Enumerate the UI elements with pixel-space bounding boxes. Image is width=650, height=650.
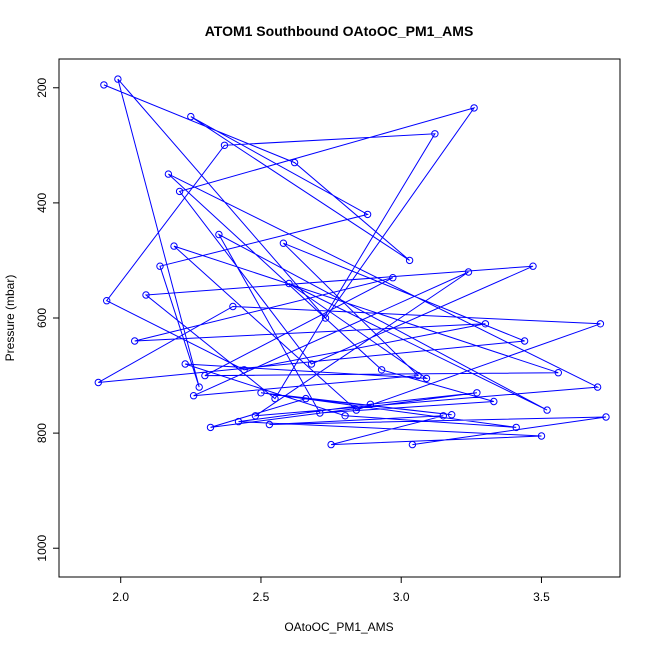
data-point — [512, 423, 520, 432]
x-tick-label: 2.0 — [112, 590, 129, 604]
data-point — [187, 112, 195, 121]
data-point — [352, 406, 360, 414]
data-point — [251, 412, 260, 420]
data-point — [481, 320, 490, 328]
x-tick-label: 3.5 — [533, 590, 550, 604]
data-point — [448, 411, 456, 419]
x-tick-label: 3.0 — [393, 590, 410, 604]
data-point — [470, 104, 478, 112]
chart-title: ATOM1 Southbound OAtoOC_PM1_AMS — [205, 23, 474, 39]
data-point — [321, 314, 330, 322]
data-point — [593, 383, 602, 391]
data-point — [156, 262, 164, 270]
data-point — [131, 337, 139, 345]
data-point — [181, 360, 189, 368]
data-point — [389, 274, 397, 282]
data-point — [206, 423, 215, 432]
data-point — [439, 412, 447, 420]
data-point — [414, 371, 422, 380]
data-point — [327, 440, 335, 449]
data-point — [142, 291, 150, 299]
data-point — [363, 210, 372, 219]
data-point — [271, 394, 279, 403]
y-axis: 200 400 600 800 1000 — [35, 77, 59, 562]
data-point — [341, 412, 349, 420]
data-point — [596, 320, 605, 328]
data-point — [422, 374, 431, 383]
y-axis-label: Pressure (mbar) — [3, 275, 17, 362]
data-point — [290, 158, 299, 167]
data-point — [279, 239, 288, 247]
data-point — [195, 383, 203, 391]
x-tick-label: 2.5 — [253, 590, 270, 604]
data-point — [201, 371, 209, 380]
data-point — [100, 81, 108, 89]
series-layer — [94, 75, 610, 449]
y-tick-label: 800 — [35, 423, 49, 443]
series-line — [98, 78, 607, 446]
data-point — [103, 297, 111, 305]
data-point — [307, 360, 316, 368]
data-point — [302, 394, 310, 403]
data-point — [408, 440, 417, 449]
data-point — [529, 262, 537, 270]
data-point — [170, 242, 178, 250]
data-point — [265, 420, 274, 429]
data-point — [377, 366, 386, 374]
data-point — [220, 141, 229, 150]
y-tick-label: 200 — [35, 77, 49, 97]
data-point — [257, 389, 265, 397]
y-tick-label: 600 — [35, 308, 49, 328]
y-tick-label: 400 — [35, 193, 49, 213]
y-tick-label: 1000 — [35, 535, 49, 562]
data-point — [490, 397, 498, 406]
data-point — [543, 406, 551, 414]
data-point — [94, 378, 103, 387]
data-point — [215, 230, 223, 239]
data-point — [234, 417, 243, 426]
data-point — [164, 170, 173, 178]
data-point — [520, 337, 529, 345]
data-point — [316, 409, 324, 417]
data-point — [175, 187, 184, 196]
data-point — [229, 302, 237, 311]
data-point — [554, 369, 562, 377]
data-point — [464, 268, 473, 276]
data-point — [537, 432, 546, 440]
data-point — [431, 130, 439, 138]
data-point — [285, 279, 293, 288]
data-point — [602, 413, 610, 421]
data-point — [405, 256, 414, 265]
x-axis-label: OAtoOC_PM1_AMS — [284, 620, 393, 634]
data-point — [240, 366, 248, 374]
data-point — [473, 389, 481, 397]
data-point — [366, 400, 375, 408]
data-point — [114, 75, 122, 83]
x-axis: 2.0 2.5 3.0 3.5 — [112, 577, 550, 604]
data-point — [189, 392, 198, 400]
